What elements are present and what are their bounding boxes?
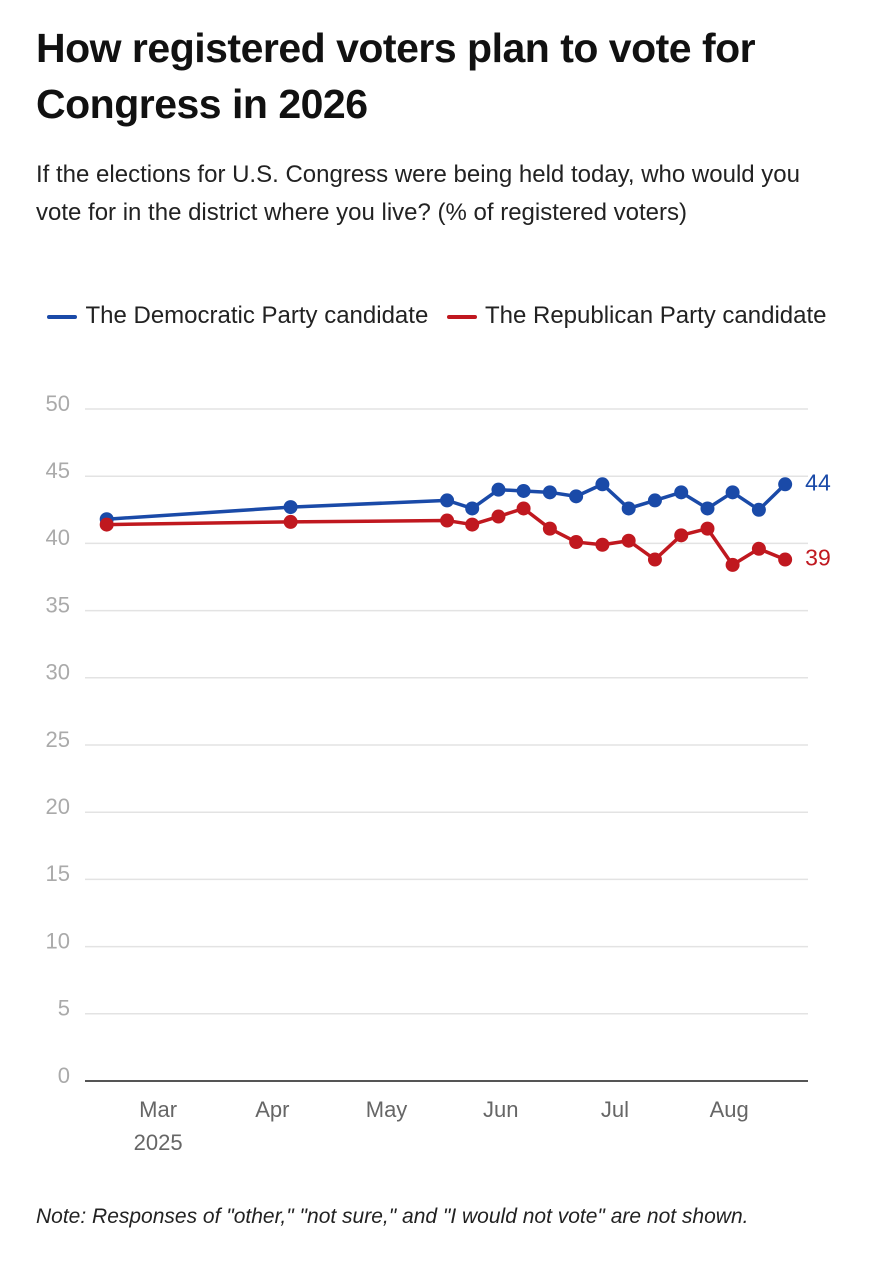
data-point bbox=[778, 477, 793, 492]
data-point bbox=[283, 500, 298, 515]
legend: The Democratic Party candidate The Repub… bbox=[30, 296, 844, 336]
data-point bbox=[778, 552, 793, 567]
data-point bbox=[569, 489, 584, 504]
y-tick-label: 0 bbox=[58, 1063, 70, 1088]
series-line bbox=[106, 482, 787, 521]
data-point bbox=[465, 501, 480, 516]
data-point bbox=[516, 501, 531, 516]
data-point bbox=[465, 517, 480, 532]
data-point bbox=[621, 501, 636, 516]
data-point bbox=[569, 535, 584, 550]
data-point bbox=[595, 477, 610, 492]
x-tick-label: May bbox=[366, 1097, 408, 1122]
legend-swatch bbox=[47, 314, 78, 319]
data-point bbox=[725, 557, 740, 572]
y-tick-label: 30 bbox=[46, 660, 70, 685]
legend-swatch bbox=[446, 314, 477, 319]
data-point bbox=[491, 482, 506, 497]
data-point bbox=[595, 537, 610, 552]
data-point bbox=[621, 533, 636, 548]
x-tick-label: Mar bbox=[139, 1097, 177, 1122]
data-point bbox=[542, 521, 557, 536]
data-point bbox=[674, 528, 689, 543]
x-tick-label: Aug bbox=[710, 1097, 749, 1122]
data-point bbox=[491, 509, 506, 524]
data-point bbox=[542, 485, 557, 500]
y-tick-label: 10 bbox=[46, 928, 70, 953]
data-point bbox=[440, 513, 455, 528]
data-point bbox=[440, 493, 455, 508]
legend-item: The Republican Party candidate bbox=[446, 302, 827, 329]
data-point bbox=[647, 493, 662, 508]
data-point bbox=[99, 517, 114, 532]
data-point bbox=[647, 552, 662, 567]
legend-label: The Republican Party candidate bbox=[484, 302, 827, 329]
y-tick-label: 5 bbox=[58, 996, 70, 1021]
x-tick-label: Jul bbox=[601, 1097, 629, 1122]
end-label: 44 bbox=[805, 469, 831, 495]
x-tick-label: Jun bbox=[483, 1097, 518, 1122]
x-year-label: 2025 bbox=[134, 1130, 183, 1155]
y-tick-label: 45 bbox=[46, 458, 70, 483]
data-point bbox=[674, 485, 689, 500]
end-label: 39 bbox=[805, 545, 831, 571]
data-point bbox=[516, 483, 531, 498]
series-line bbox=[106, 506, 786, 567]
data-point bbox=[751, 502, 766, 517]
data-point bbox=[725, 485, 740, 500]
legend-item: The Democratic Party candidate bbox=[47, 302, 428, 329]
chart-note: Note: Responses of "other," "not sure," … bbox=[36, 1205, 749, 1228]
data-point bbox=[283, 514, 298, 529]
y-tick-label: 35 bbox=[46, 592, 70, 617]
y-tick-label: 50 bbox=[46, 391, 70, 416]
legend-label: The Democratic Party candidate bbox=[85, 302, 429, 329]
y-tick-label: 20 bbox=[46, 794, 70, 819]
x-tick-label: Apr bbox=[255, 1097, 289, 1122]
y-tick-label: 40 bbox=[46, 525, 70, 550]
data-point bbox=[751, 541, 766, 556]
data-point bbox=[700, 521, 715, 536]
data-point bbox=[700, 501, 715, 516]
chart-subtitle: If the elections for U.S. Congress were … bbox=[36, 161, 800, 226]
y-tick-label: 25 bbox=[46, 727, 70, 752]
y-tick-label: 15 bbox=[46, 861, 70, 886]
chart-title: How registered voters plan to vote for C… bbox=[36, 25, 756, 127]
